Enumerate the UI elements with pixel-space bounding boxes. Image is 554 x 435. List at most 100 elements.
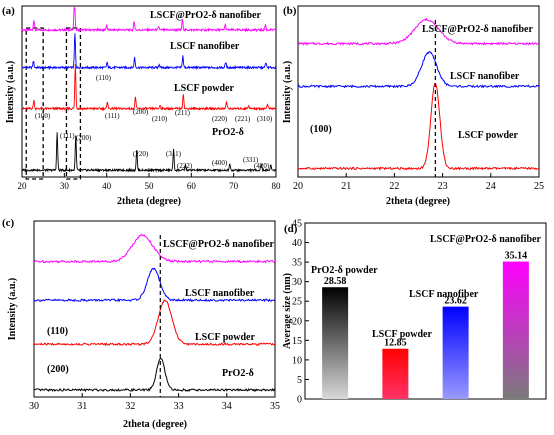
panel-a-series-line (21, 132, 277, 173)
x-tick-label: 23 (438, 181, 448, 192)
x-tick-label: 30 (29, 401, 39, 412)
panel-d-cat-label-0: PrO2-δ powder (311, 265, 378, 276)
zoom-series-line (297, 17, 540, 46)
zoom-series-line (33, 358, 276, 393)
panel-a-hkl-210: (210) (152, 115, 168, 123)
x-tick-label: 20 (18, 181, 28, 191)
panel-c-label-hybrid: LSCF@PrO2-δ nanofiber (163, 239, 274, 250)
panel-d-frame (304, 222, 547, 400)
panel-d-cat-label-3: LSCF@PrO2-δ nanofiber (430, 234, 541, 245)
panel-b-frame (297, 5, 540, 178)
panel-a-label-lscf-nanofiber: LSCF nanofiber (170, 41, 240, 52)
x-tick-label: 22 (389, 181, 399, 192)
panel-a-x-ticks: 20 30 40 50 60 70 80 (18, 173, 281, 191)
panel-d-size-bars: (d) 0 5 10 15 20 25 30 35 40 45 28.58 12.85 23.62 35… (282, 219, 547, 406)
panel-a-x-label: 2theta (degree) (117, 196, 181, 207)
panel-a-label-lscf-powder: LSCF powder (174, 83, 234, 94)
panel-a-frame (21, 5, 277, 178)
bar-0 (322, 287, 349, 399)
panel-a-label-pro2: PrO2-δ (212, 127, 244, 138)
panel-a-series (21, 7, 277, 173)
x-tick-label: 70 (229, 181, 239, 191)
y-tick-label: 10 (292, 355, 302, 366)
panel-a-hkl-220-red: (220) (212, 115, 228, 123)
panel-a-hkl-100: (100) (35, 112, 51, 120)
highlight-box (65, 27, 82, 180)
panel-a-hkl-310: (310) (257, 115, 273, 123)
panel-b-label-lscf-nanofiber: LSCF nanofiber (450, 71, 520, 82)
panel-c-frame (33, 220, 276, 398)
panel-a-label-hybrid: LSCF@PrO2-δ nanofiber (150, 10, 261, 21)
panel-a-tag: (a) (2, 5, 15, 17)
panel-b-x-label: 2theta (degree) (386, 196, 450, 207)
x-tick-label: 24 (486, 181, 496, 192)
panel-b-series (297, 17, 540, 177)
panel-c-series (33, 233, 276, 397)
panel-c-x-label: 2theta (degree) (123, 419, 187, 430)
y-tick-label: 20 (292, 316, 302, 327)
x-tick-label: 40 (102, 181, 112, 191)
panel-c-label-lscf-nanofiber: LSCF nanofiber (185, 288, 255, 299)
panel-c-x-ticks: 30 31 32 33 34 35 (29, 393, 280, 412)
panel-a-hkl-222: (222) (177, 162, 193, 170)
panel-a-hkl-420: (420) (254, 162, 270, 170)
panel-c-label-pro2: PrO2-δ (222, 368, 254, 379)
bar-value-label: 12.85 (384, 338, 407, 349)
panel-a-hkl-221: (221) (235, 115, 251, 123)
x-tick-label: 35 (270, 401, 280, 412)
panel-c-label-lscf-powder: LSCF powder (195, 332, 255, 343)
bar-1 (382, 348, 409, 399)
x-tick-label: 25 (534, 181, 544, 192)
panel-c-annotation-200: (200) (47, 364, 69, 375)
panel-d-y-ticks: 0 5 10 15 20 25 30 35 40 45 (292, 219, 309, 406)
panel-b-tag: (b) (283, 5, 297, 17)
panel-b-y-label: Intensity (a.u.) (282, 61, 293, 124)
panel-c-annotation-110: (110) (47, 326, 68, 337)
x-tick-label: 50 (145, 181, 155, 191)
panel-d-bars: 28.58 12.85 23.62 35.14 (322, 251, 529, 399)
y-tick-label: 45 (292, 219, 302, 230)
bar-value-label: 23.62 (444, 296, 467, 307)
panel-d-tag: (d) (284, 223, 298, 235)
y-tick-label: 40 (292, 238, 302, 249)
zoom-series-line (33, 267, 276, 303)
bar-value-label: 35.14 (505, 251, 528, 262)
bar-3 (502, 261, 529, 399)
y-tick-label: 25 (292, 297, 302, 308)
zoom-series-line (33, 299, 276, 347)
panel-a-hkl-200-black: (200) (76, 134, 92, 142)
panel-a-hkl-311: (311) (166, 150, 182, 158)
panel-b-annotation-100: (100) (310, 124, 332, 135)
y-tick-label: 35 (292, 258, 302, 269)
zoom-series-line (297, 50, 540, 89)
panel-b-xrd-100: (b) LSCF@PrO2-δ nanofiber LSCF nanofiber… (282, 5, 544, 207)
panel-a-series-line (21, 63, 277, 112)
panel-a-hkl-211: (211) (175, 109, 191, 117)
panel-a-hkl-331: (331) (243, 156, 259, 164)
panel-a-series-line (21, 33, 277, 71)
bar-2 (442, 306, 469, 399)
x-tick-label: 30 (60, 181, 70, 191)
x-tick-label: 33 (174, 401, 184, 412)
panel-a-hkl-220-black: (220) (133, 150, 149, 158)
y-tick-label: 0 (297, 395, 302, 406)
panel-a-hkl-200-red: (200) (133, 108, 149, 116)
x-tick-label: 34 (222, 401, 232, 412)
y-tick-label: 30 (292, 277, 302, 288)
panel-d-y-label: Average size (nm) (282, 273, 293, 349)
y-tick-label: 5 (297, 375, 302, 386)
panel-c-y-label: Intensity (a.u.) (7, 278, 18, 341)
bar-value-label: 28.58 (324, 276, 347, 287)
x-tick-label: 21 (341, 181, 351, 192)
panel-d-cat-label-1: LSCF powder (372, 329, 432, 340)
panel-a-xrd-full: (a) LSCF@PrO2-δ nanofiber LSCF nanofiber… (2, 5, 281, 207)
zoom-series-line (33, 233, 276, 264)
zoom-series-line (297, 83, 540, 171)
panel-a-hkl-111-black: (111) (60, 132, 75, 140)
panel-c-tag: (c) (2, 217, 15, 229)
panel-a-hkl-110: (110) (96, 74, 112, 82)
panel-a-series-line (21, 7, 277, 33)
panel-b-label-lscf-powder: LSCF powder (458, 130, 518, 141)
y-tick-label: 15 (292, 336, 302, 347)
